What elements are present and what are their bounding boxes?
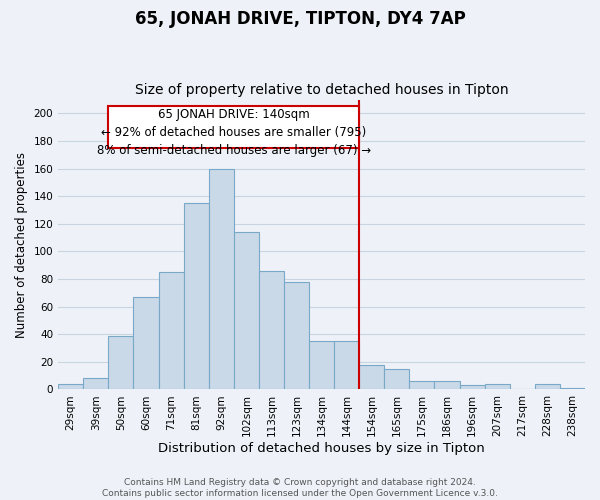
Text: 65, JONAH DRIVE, TIPTON, DY4 7AP: 65, JONAH DRIVE, TIPTON, DY4 7AP: [134, 10, 466, 28]
Bar: [109, 336, 133, 390]
Bar: [158, 272, 184, 390]
Text: 65 JONAH DRIVE: 140sqm
← 92% of detached houses are smaller (795)
8% of semi-det: 65 JONAH DRIVE: 140sqm ← 92% of detached…: [97, 108, 371, 157]
X-axis label: Distribution of detached houses by size in Tipton: Distribution of detached houses by size …: [158, 442, 485, 455]
Bar: [535, 384, 560, 390]
Bar: [485, 384, 510, 390]
Y-axis label: Number of detached properties: Number of detached properties: [15, 152, 28, 338]
Bar: [359, 364, 385, 390]
Bar: [58, 384, 83, 390]
Bar: [184, 203, 209, 390]
Bar: [334, 341, 359, 390]
Title: Size of property relative to detached houses in Tipton: Size of property relative to detached ho…: [135, 83, 508, 97]
Bar: [133, 297, 158, 390]
Bar: [409, 381, 434, 390]
Bar: [83, 378, 109, 390]
Bar: [460, 386, 485, 390]
Bar: [284, 282, 309, 390]
FancyBboxPatch shape: [109, 106, 359, 148]
Bar: [234, 232, 259, 390]
Bar: [434, 381, 460, 390]
Bar: [309, 341, 334, 390]
Bar: [560, 388, 585, 390]
Bar: [259, 270, 284, 390]
Bar: [385, 369, 409, 390]
Text: Contains HM Land Registry data © Crown copyright and database right 2024.
Contai: Contains HM Land Registry data © Crown c…: [102, 478, 498, 498]
Bar: [209, 168, 234, 390]
